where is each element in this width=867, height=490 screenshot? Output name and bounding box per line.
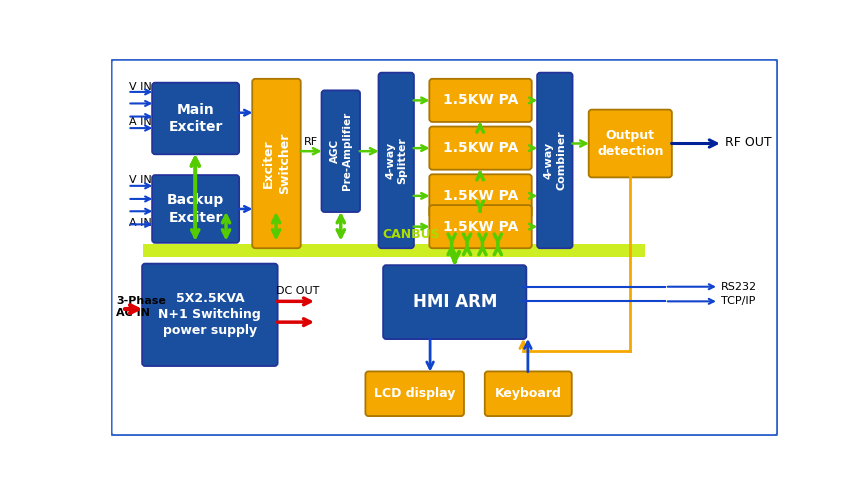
FancyBboxPatch shape bbox=[379, 73, 414, 248]
Text: Backup
Exciter: Backup Exciter bbox=[167, 193, 225, 224]
Text: LCD display: LCD display bbox=[374, 387, 455, 400]
Text: Keyboard: Keyboard bbox=[495, 387, 562, 400]
Text: V IN: V IN bbox=[129, 81, 152, 92]
FancyBboxPatch shape bbox=[111, 60, 778, 435]
Text: A IN: A IN bbox=[129, 117, 152, 127]
Text: 1.5KW PA: 1.5KW PA bbox=[443, 220, 518, 234]
FancyBboxPatch shape bbox=[589, 110, 672, 177]
Text: A IN: A IN bbox=[129, 218, 152, 228]
FancyBboxPatch shape bbox=[429, 79, 531, 122]
Text: 4-way
Splitter: 4-way Splitter bbox=[385, 137, 407, 184]
FancyBboxPatch shape bbox=[365, 371, 464, 416]
FancyBboxPatch shape bbox=[429, 205, 531, 248]
Text: 5X2.5KVA
N+1 Switching
power supply: 5X2.5KVA N+1 Switching power supply bbox=[159, 293, 261, 337]
Text: 3-Phase: 3-Phase bbox=[116, 296, 166, 306]
Text: 1.5KW PA: 1.5KW PA bbox=[443, 94, 518, 107]
FancyBboxPatch shape bbox=[429, 126, 531, 170]
FancyBboxPatch shape bbox=[322, 90, 360, 212]
Text: 1.5KW PA: 1.5KW PA bbox=[443, 189, 518, 203]
Text: CANBUS: CANBUS bbox=[382, 228, 440, 241]
FancyBboxPatch shape bbox=[383, 265, 526, 339]
Text: RF OUT: RF OUT bbox=[725, 136, 772, 149]
Text: 4-way
Combiner: 4-way Combiner bbox=[544, 130, 566, 190]
FancyBboxPatch shape bbox=[252, 79, 301, 248]
Text: TCP/IP: TCP/IP bbox=[721, 296, 755, 306]
Text: AC IN: AC IN bbox=[116, 308, 150, 318]
Text: V IN: V IN bbox=[129, 175, 152, 185]
FancyBboxPatch shape bbox=[152, 83, 239, 154]
Text: DC OUT: DC OUT bbox=[276, 286, 319, 296]
FancyBboxPatch shape bbox=[142, 264, 277, 366]
Text: AGC
Pre-Amplifier: AGC Pre-Amplifier bbox=[329, 112, 352, 190]
Text: RS232: RS232 bbox=[721, 282, 757, 292]
FancyBboxPatch shape bbox=[538, 73, 572, 248]
Text: HMI ARM: HMI ARM bbox=[413, 293, 497, 311]
Text: 1.5KW PA: 1.5KW PA bbox=[443, 141, 518, 155]
Text: RF: RF bbox=[303, 137, 318, 147]
FancyBboxPatch shape bbox=[485, 371, 571, 416]
Text: Output
detection: Output detection bbox=[597, 129, 663, 158]
Text: Exciter
Switcher: Exciter Switcher bbox=[262, 133, 291, 194]
FancyBboxPatch shape bbox=[152, 175, 239, 243]
Text: Main
Exciter: Main Exciter bbox=[168, 103, 223, 134]
FancyBboxPatch shape bbox=[429, 174, 531, 218]
Bar bbox=[143, 244, 645, 257]
